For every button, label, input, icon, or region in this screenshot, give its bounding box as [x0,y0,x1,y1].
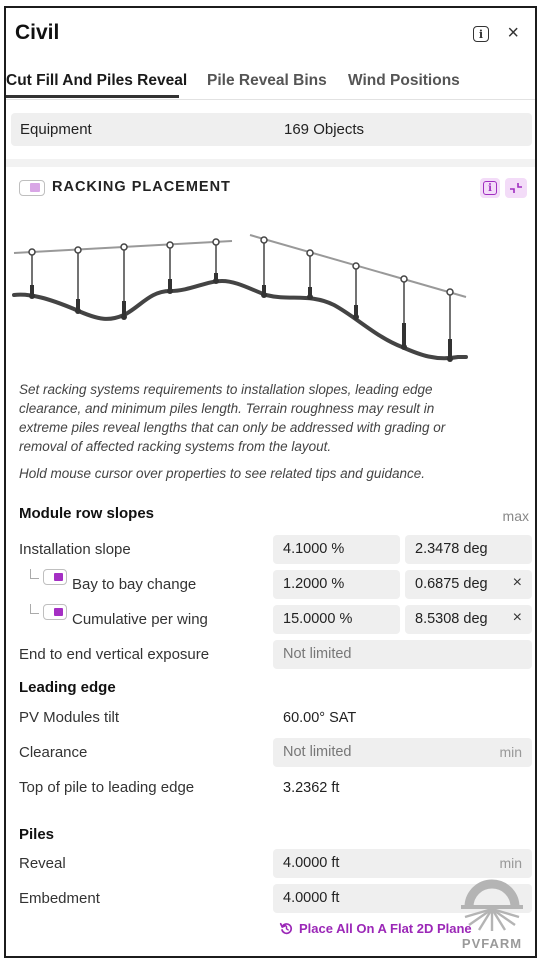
bay-to-bay-toggle[interactable] [43,569,67,585]
section-info-icon[interactable]: i [480,178,500,198]
pv-tilt-label: PV Modules tilt [19,709,120,726]
civil-panel: Civil i × Cut Fill And Piles Reveal Pile… [4,6,537,958]
pvfarm-logo-text: PVFARM [461,936,523,951]
installation-slope-degrees-input[interactable]: 2.3478 deg [405,535,532,564]
clearance-input[interactable]: Not limited min [273,738,532,767]
installation-slope-percent-input[interactable]: 4.1000 % [273,535,400,564]
racking-placement-section: RACKING PLACEMENT i [6,159,535,956]
section-header: RACKING PLACEMENT i [6,167,535,207]
reveal-label: Reveal [19,855,66,872]
end-to-end-label: End to end vertical exposure [19,646,210,663]
info-icon[interactable]: i [473,26,489,42]
reveal-value: 4.0000 ft [283,855,340,871]
top-of-pile-value: 3.2362 ft [283,780,340,796]
module-row-slopes-heading: Module row slopes [19,505,155,522]
reveal-min-suffix: min [499,855,522,871]
cumulative-degrees-value: 8.5308 deg [415,611,488,627]
cumulative-toggle[interactable] [43,604,67,620]
embedment-label: Embedment [19,890,100,907]
top-of-pile-label: Top of pile to leading edge [19,779,195,796]
cumulative-percent-input[interactable]: 15.0000 % [273,605,400,634]
cumulative-label: Cumulative per wing [72,611,208,628]
tab-pile-reveal-bins[interactable]: Pile Reveal Bins [207,72,327,89]
section-hint: Hold mouse cursor over properties to see… [19,466,425,481]
clearance-value: Not limited [283,744,352,760]
equipment-count: 169 Objects [284,121,365,138]
panel-header: Civil i × [6,8,535,60]
equipment-label: Equipment [20,121,92,138]
clear-cumulative-icon[interactable]: × [512,609,522,626]
pvfarm-logo-icon [461,879,523,931]
clear-bay-to-bay-icon[interactable]: × [512,574,522,591]
clearance-min-suffix: min [499,744,522,760]
tab-cut-fill-piles-reveal[interactable]: Cut Fill And Piles Reveal [6,72,188,89]
clearance-label: Clearance [19,744,88,761]
installation-slope-label: Installation slope [19,541,131,558]
close-icon[interactable]: × [507,22,519,44]
active-tab-indicator [6,95,179,98]
piles-heading: Piles [19,826,55,843]
place-flat-2d-plane-label: Place All On A Flat 2D Plane [299,921,472,936]
end-to-end-input[interactable]: Not limited [273,640,532,669]
bay-to-bay-label: Bay to bay change [72,576,197,593]
tab-wind-positions[interactable]: Wind Positions [348,72,460,89]
section-title: RACKING PLACEMENT [52,179,231,195]
leading-edge-heading: Leading edge [19,679,116,696]
equipment-row: Equipment 169 Objects [11,113,532,146]
collapse-icon[interactable] [505,178,527,198]
bay-to-bay-percent-input[interactable]: 1.2000 % [273,570,400,599]
place-flat-2d-plane-link[interactable]: Place All On A Flat 2D Plane [279,921,472,936]
racking-illustration [12,234,468,362]
bay-to-bay-degrees-value: 0.6875 deg [415,576,488,592]
reset-icon [279,922,293,935]
panel-title: Civil [15,21,60,44]
cumulative-degrees-input[interactable]: 8.5308 deg × [405,605,532,634]
pvfarm-logo: PVFARM [457,869,527,951]
tree-connector [30,604,39,614]
pv-tilt-value: 60.00° SAT [283,710,357,726]
racking-placement-toggle[interactable] [19,180,45,196]
tab-bar: Cut Fill And Piles Reveal Pile Reveal Bi… [6,64,535,100]
reveal-input[interactable]: 4.0000 ft min [273,849,532,878]
section-description: Set racking systems requirements to inst… [19,382,446,454]
tree-connector [30,569,39,579]
max-label: max [502,508,529,524]
bay-to-bay-degrees-input[interactable]: 0.6875 deg × [405,570,532,599]
